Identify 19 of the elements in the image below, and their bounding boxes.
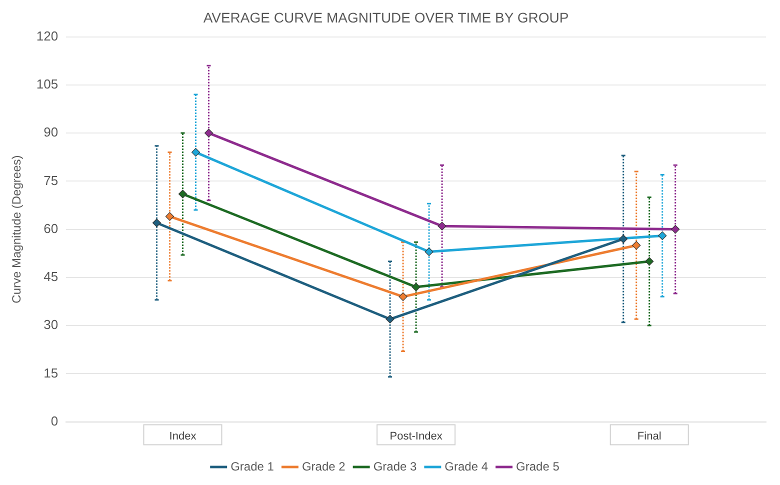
legend-label: Grade 5 bbox=[516, 459, 560, 474]
legend-label: Grade 4 bbox=[444, 459, 488, 474]
x-tick-label: Index bbox=[169, 430, 197, 442]
y-tick-label: 105 bbox=[36, 76, 58, 92]
y-tick-label: 120 bbox=[36, 28, 58, 44]
y-tick-label: 0 bbox=[50, 413, 58, 428]
chart-title: AVERAGE CURVE MAGNITUDE OVER TIME BY GROUP bbox=[203, 9, 569, 26]
y-tick-label: 30 bbox=[44, 317, 58, 332]
y-axis-title: Curve Magnitude (Degrees) bbox=[10, 155, 24, 304]
y-tick-label: 90 bbox=[44, 124, 58, 140]
legend-label: Grade 2 bbox=[302, 459, 346, 474]
y-tick-label: 15 bbox=[44, 365, 58, 380]
y-tick-label: 45 bbox=[44, 269, 58, 284]
x-tick-label: Post-Index bbox=[390, 430, 443, 442]
x-tick-label: Final bbox=[637, 430, 662, 442]
y-tick-label: 75 bbox=[44, 172, 58, 188]
y-tick-label: 60 bbox=[44, 220, 58, 236]
legend-label: Grade 1 bbox=[230, 459, 274, 474]
legend-label: Grade 3 bbox=[373, 459, 418, 474]
